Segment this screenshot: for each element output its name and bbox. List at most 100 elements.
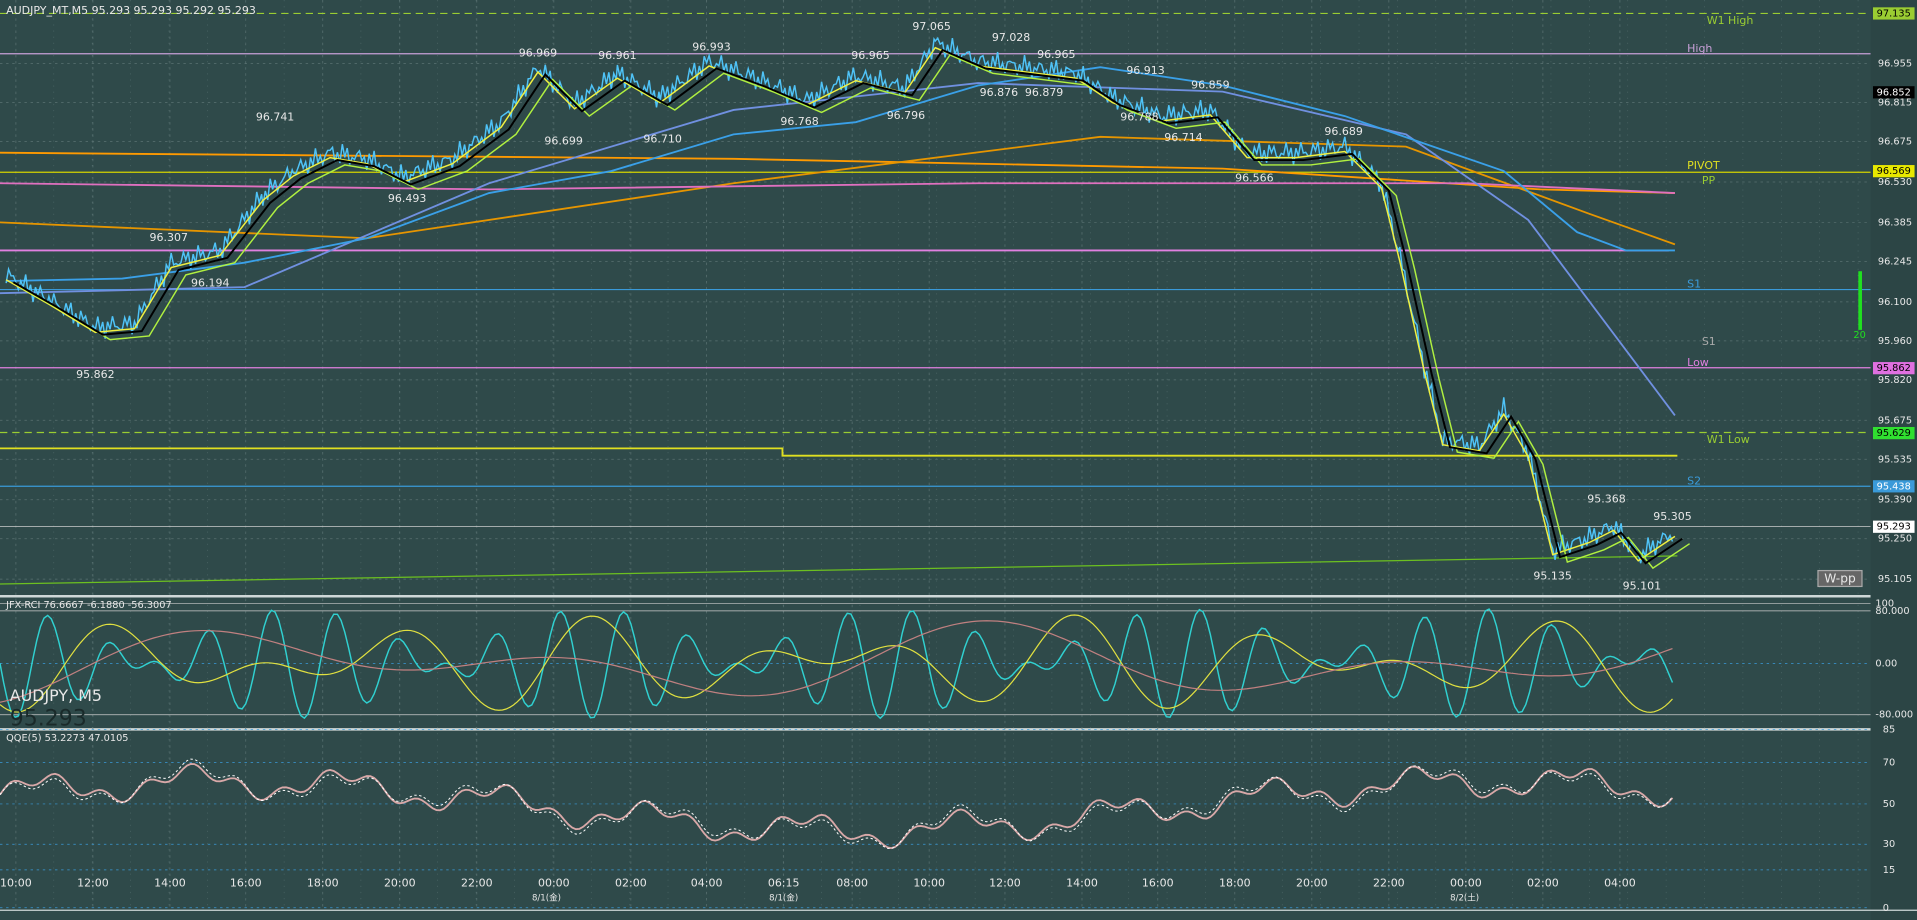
time-label: 20:00 (384, 876, 416, 889)
price-tick: 96.530 (1878, 177, 1912, 188)
price-tick: 95.535 (1878, 454, 1912, 465)
grid (0, 0, 1871, 911)
price-marker-box (1872, 480, 1915, 493)
level-label: S1 (1687, 278, 1701, 291)
oscillator (0, 608, 1674, 720)
rci-tick: 0.00 (1875, 658, 1897, 669)
time-label: 22:00 (461, 876, 493, 889)
qqe-tick: 50 (1883, 799, 1895, 810)
yellow-level (0, 447, 1678, 457)
time-label: 16:00 (1142, 876, 1174, 889)
time-label: 04:00 (1604, 876, 1636, 889)
price-annotation: 96.961 (598, 49, 636, 62)
symbol-overlay: AUDJPY, M5 (10, 686, 102, 705)
ma-lime (20, 54, 1691, 570)
badge-box (1817, 569, 1863, 588)
price-annotation: 95.101 (1623, 579, 1661, 592)
ma-yellow (5, 46, 1676, 562)
price-annotation: 96.788 (1120, 110, 1158, 123)
price-marker-box (1872, 7, 1915, 20)
time-label: 12:00 (989, 876, 1021, 889)
time-label: 10:00 (0, 876, 32, 889)
date-label: 8/2(土) (1450, 892, 1479, 904)
price-annotation: 96.859 (1191, 79, 1229, 92)
price-annotation: 96.699 (544, 135, 582, 148)
price-axis-bg (1870, 0, 1917, 920)
qqe-title: QQE(5) 53.2273 47.0105 (6, 733, 128, 744)
price-marker: 96.852 (1877, 87, 1911, 98)
time-label: 12:00 (77, 876, 109, 889)
price-series (0, 36, 1691, 850)
price-marker: 95.629 (1877, 428, 1911, 439)
price-marker-box (1872, 362, 1915, 375)
qqe-signal (0, 758, 1673, 850)
time-label: 06:15 (768, 876, 800, 889)
green-trend (0, 555, 1678, 585)
time-label: 02:00 (615, 876, 647, 889)
price-annotation: 96.796 (887, 109, 925, 122)
price-annotation: 96.710 (643, 132, 681, 145)
price-tick: 96.955 (1878, 59, 1912, 70)
oscillator (0, 620, 1673, 703)
price-marker: 95.293 (1877, 522, 1911, 533)
time-label: 16:00 (230, 876, 262, 889)
price-marker-box (1872, 426, 1915, 440)
qqe-tick: 30 (1883, 839, 1895, 850)
level-label: Low (1687, 356, 1709, 369)
blue-ma (0, 82, 1676, 416)
price-tick: 95.105 (1878, 574, 1912, 585)
price-annotation: 96.741 (256, 110, 294, 123)
price-marker: 96.569 (1877, 166, 1911, 177)
oscillator (0, 614, 1673, 713)
magenta-ma (0, 182, 1675, 194)
price-marker: 95.438 (1877, 481, 1911, 492)
price-marker: 97.135 (1877, 8, 1911, 19)
price-marker-box (1872, 86, 1915, 99)
time-label: 22:00 (1373, 876, 1405, 889)
price-tick: 96.815 (1878, 98, 1912, 109)
level-label: S2 (1687, 474, 1701, 487)
price-annotation: 96.876 (980, 86, 1018, 99)
price-annotation: 96.965 (1037, 48, 1075, 61)
time-label: 10:00 (913, 876, 945, 889)
price-annotation: 96.879 (1025, 86, 1063, 99)
rci-tick: 80.000 (1875, 606, 1909, 617)
qqe-tick: 0 (1883, 903, 1889, 914)
price-tick: 95.390 (1878, 495, 1912, 506)
symbol-info: AUDJPY_MT,M5 95.293 95.293 95.292 95.293 (6, 4, 256, 17)
price-annotation: 96.993 (692, 41, 730, 54)
price-annotation: 96.566 (1235, 171, 1273, 184)
time-label: 20:00 (1296, 876, 1328, 889)
level-label: S1 (1702, 335, 1716, 348)
qqe-tick: 70 (1883, 757, 1895, 768)
qqe-line (0, 763, 1674, 850)
price-annotation: 95.305 (1653, 510, 1691, 523)
level-label: W1 High (1707, 14, 1754, 27)
price-tick: 96.675 (1878, 137, 1912, 148)
badge: W-pp (1824, 572, 1856, 586)
price-overlay: 95.293 (10, 707, 87, 732)
ma-black (12, 48, 1683, 565)
labels: 96.955 96.815 96.675 96.530 96.385 96.245 96.1… (0, 7, 1915, 914)
price-annotation: 96.913 (1126, 64, 1164, 77)
price-annotation: 96.969 (519, 47, 557, 60)
time-label: 04:00 (691, 876, 723, 889)
price-annotation: 96.714 (1164, 131, 1202, 144)
qqe-tick: 85 (1883, 724, 1895, 735)
price-tick: 95.250 (1878, 534, 1912, 545)
time-label: 18:00 (307, 876, 339, 889)
level-label: High (1687, 42, 1712, 55)
price-annotation: 95.862 (76, 368, 114, 381)
time-label: 18:00 (1219, 876, 1251, 889)
time-label: 14:00 (1066, 876, 1098, 889)
price-annotation: 97.065 (912, 20, 950, 33)
price-tick: 95.675 (1878, 415, 1912, 426)
qqe-tick: 15 (1883, 865, 1895, 876)
ma-bar (1858, 271, 1862, 330)
level-label: PP (1702, 174, 1716, 187)
price-annotation: 95.135 (1533, 570, 1571, 583)
time-label: 00:00 (538, 876, 570, 889)
price-tick: 96.385 (1878, 217, 1912, 228)
